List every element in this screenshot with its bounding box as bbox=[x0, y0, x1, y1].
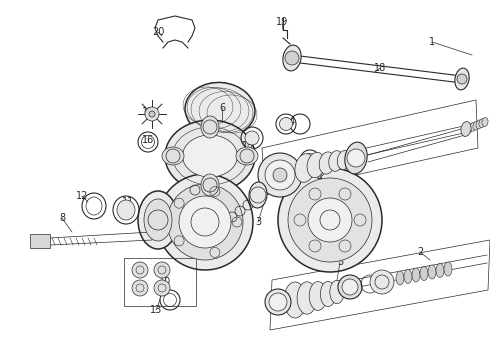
Ellipse shape bbox=[279, 117, 293, 130]
Ellipse shape bbox=[269, 293, 287, 311]
Ellipse shape bbox=[345, 142, 367, 174]
Circle shape bbox=[167, 184, 243, 260]
Text: 7: 7 bbox=[337, 225, 343, 235]
Text: 13: 13 bbox=[150, 305, 162, 315]
Text: 6: 6 bbox=[219, 103, 225, 113]
Text: 5: 5 bbox=[337, 257, 343, 267]
Ellipse shape bbox=[162, 147, 184, 165]
Ellipse shape bbox=[201, 174, 219, 196]
Ellipse shape bbox=[329, 151, 343, 171]
Circle shape bbox=[132, 280, 148, 296]
Circle shape bbox=[285, 51, 299, 65]
Ellipse shape bbox=[461, 122, 471, 136]
Bar bbox=[30, 234, 50, 248]
Ellipse shape bbox=[319, 152, 335, 174]
Text: 4: 4 bbox=[317, 173, 323, 183]
Circle shape bbox=[288, 178, 372, 262]
Circle shape bbox=[308, 198, 352, 242]
Ellipse shape bbox=[436, 264, 444, 278]
Ellipse shape bbox=[479, 119, 485, 128]
Text: 8: 8 bbox=[59, 213, 65, 223]
Ellipse shape bbox=[482, 117, 488, 126]
Text: 10: 10 bbox=[159, 277, 171, 287]
Text: 14: 14 bbox=[284, 117, 296, 127]
Text: 13: 13 bbox=[242, 141, 254, 151]
Ellipse shape bbox=[309, 282, 327, 310]
Ellipse shape bbox=[396, 271, 404, 285]
Ellipse shape bbox=[476, 120, 482, 129]
Ellipse shape bbox=[245, 131, 259, 145]
Ellipse shape bbox=[117, 200, 135, 220]
Circle shape bbox=[154, 280, 170, 296]
Circle shape bbox=[370, 270, 394, 294]
Circle shape bbox=[278, 168, 382, 272]
Circle shape bbox=[132, 262, 148, 278]
Ellipse shape bbox=[467, 123, 473, 132]
Text: 20: 20 bbox=[152, 27, 164, 37]
Text: 11: 11 bbox=[122, 197, 134, 207]
Circle shape bbox=[265, 160, 295, 190]
Circle shape bbox=[149, 111, 155, 117]
Ellipse shape bbox=[249, 182, 267, 208]
Text: 16: 16 bbox=[300, 157, 312, 167]
Ellipse shape bbox=[404, 270, 412, 284]
Circle shape bbox=[157, 174, 253, 270]
Ellipse shape bbox=[165, 120, 255, 192]
Ellipse shape bbox=[182, 135, 238, 177]
Ellipse shape bbox=[444, 262, 452, 276]
Circle shape bbox=[179, 196, 231, 248]
Ellipse shape bbox=[307, 152, 325, 178]
Bar bbox=[124, 258, 196, 306]
Ellipse shape bbox=[144, 199, 172, 241]
Ellipse shape bbox=[297, 282, 317, 314]
Ellipse shape bbox=[265, 289, 291, 315]
Text: 12: 12 bbox=[76, 191, 88, 201]
Text: 17: 17 bbox=[190, 193, 202, 203]
Ellipse shape bbox=[473, 121, 479, 130]
Circle shape bbox=[145, 107, 159, 121]
Ellipse shape bbox=[337, 150, 351, 170]
Ellipse shape bbox=[284, 282, 306, 318]
Text: 9: 9 bbox=[179, 205, 185, 215]
Circle shape bbox=[347, 149, 365, 167]
Ellipse shape bbox=[412, 268, 420, 282]
Ellipse shape bbox=[420, 266, 428, 280]
Text: 15: 15 bbox=[142, 107, 154, 117]
Ellipse shape bbox=[138, 191, 178, 249]
Circle shape bbox=[258, 153, 302, 197]
Ellipse shape bbox=[295, 154, 315, 182]
Ellipse shape bbox=[338, 275, 362, 299]
Ellipse shape bbox=[185, 82, 255, 138]
Text: 16: 16 bbox=[142, 135, 154, 145]
Ellipse shape bbox=[320, 282, 336, 307]
Circle shape bbox=[154, 262, 170, 278]
Ellipse shape bbox=[428, 265, 436, 279]
Text: 2: 2 bbox=[417, 247, 423, 257]
Text: 19: 19 bbox=[276, 17, 288, 27]
Ellipse shape bbox=[342, 279, 358, 295]
Ellipse shape bbox=[470, 122, 476, 131]
Ellipse shape bbox=[236, 147, 258, 165]
Text: 1: 1 bbox=[429, 37, 435, 47]
Ellipse shape bbox=[283, 45, 301, 71]
Ellipse shape bbox=[201, 116, 219, 138]
Circle shape bbox=[457, 74, 467, 84]
Ellipse shape bbox=[330, 280, 344, 304]
Circle shape bbox=[273, 168, 287, 182]
Text: 3: 3 bbox=[255, 217, 261, 227]
Text: 18: 18 bbox=[374, 63, 386, 73]
Ellipse shape bbox=[455, 68, 469, 90]
